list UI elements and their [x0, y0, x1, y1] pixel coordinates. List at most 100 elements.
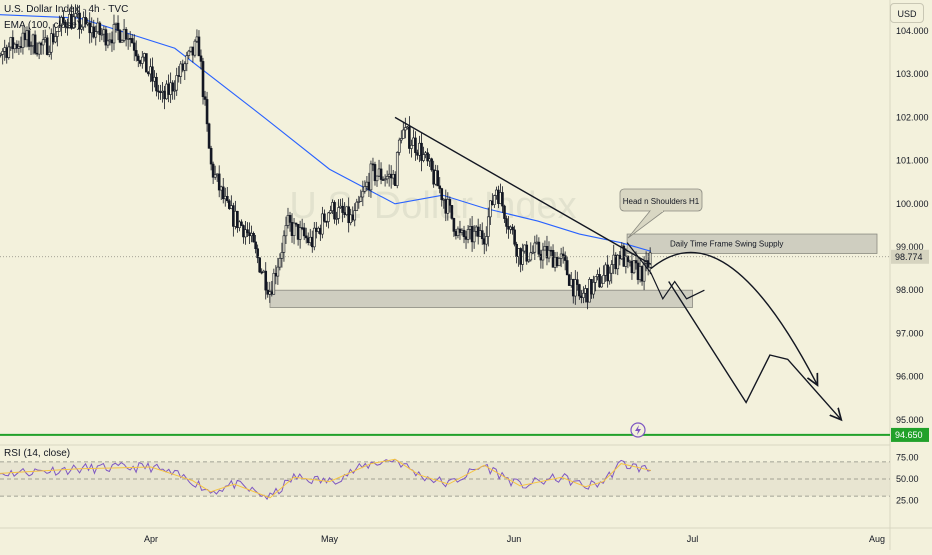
candle: [565, 256, 569, 276]
candle: [527, 259, 531, 263]
candle: [145, 53, 148, 73]
candle: [207, 122, 211, 149]
candle: [323, 209, 326, 223]
rsi-ma-line: [0, 458, 652, 499]
candle: [254, 234, 257, 254]
candle: [29, 41, 33, 56]
candle: [363, 180, 367, 194]
candle: [361, 180, 365, 207]
candle: [576, 271, 579, 291]
candle: [47, 45, 51, 58]
candle: [84, 9, 87, 28]
supply-zone[interactable]: [626, 233, 878, 254]
candle: [201, 57, 205, 105]
candle: [448, 196, 452, 213]
candle: [489, 200, 492, 225]
candle: [246, 222, 249, 238]
time-tick-label: Jun: [507, 534, 522, 544]
rsi-tick-label: 25.00: [896, 495, 919, 505]
rsi-tick-label: 75.00: [896, 453, 919, 463]
candle: [213, 165, 217, 180]
candle: [486, 207, 490, 247]
candle: [503, 204, 506, 223]
candle: [136, 53, 140, 68]
rsi-legend[interactable]: RSI (14, close): [4, 448, 71, 459]
candle: [402, 121, 405, 139]
candle: [422, 146, 425, 163]
ema-legend[interactable]: EMA (100, close): [4, 20, 81, 31]
candle: [7, 42, 11, 60]
trendline[interactable]: [394, 116, 652, 265]
price-tick-label: 98.000: [896, 285, 924, 295]
candle: [205, 91, 209, 132]
projection-path[interactable]: [626, 242, 705, 301]
candle: [298, 220, 302, 249]
candle: [598, 267, 601, 288]
candle: [472, 225, 476, 249]
candle: [209, 145, 213, 171]
time-tick-label: Apr: [144, 534, 158, 544]
price-tick-label: 97.000: [896, 328, 924, 338]
candle: [426, 148, 429, 166]
candle: [450, 205, 454, 220]
candle: [383, 174, 387, 187]
candle: [602, 265, 605, 284]
candle: [64, 19, 67, 33]
candle: [62, 10, 65, 25]
curve-arrow[interactable]: [650, 251, 818, 385]
candle: [258, 257, 261, 273]
candle: [74, 4, 77, 28]
candle: [462, 225, 466, 244]
candle: [493, 194, 496, 208]
zigzag-arrow[interactable]: [668, 281, 842, 420]
candle: [58, 15, 61, 32]
candle: [610, 260, 614, 284]
candle: [329, 205, 332, 214]
lightning-icon[interactable]: [630, 422, 646, 438]
candle: [399, 130, 403, 144]
candle: [321, 206, 324, 239]
candle: [359, 189, 363, 202]
candle: [521, 243, 524, 271]
candle: [440, 187, 444, 207]
candle: [225, 187, 229, 203]
candle: [244, 220, 247, 245]
candle: [155, 72, 158, 97]
candle: [116, 15, 120, 41]
candle: [397, 137, 401, 156]
candle: [280, 242, 284, 268]
candle: [199, 49, 203, 70]
candle: [183, 61, 187, 80]
candle: [446, 192, 450, 221]
candle: [120, 39, 124, 43]
candle: [385, 170, 389, 184]
candle: [404, 117, 407, 139]
candle: [217, 165, 221, 198]
candle: [211, 161, 215, 184]
candle: [578, 283, 581, 300]
support-zone[interactable]: [269, 289, 693, 308]
currency-button[interactable]: USD: [890, 3, 924, 23]
candle: [260, 268, 263, 275]
candle: [436, 165, 440, 187]
candle: [27, 24, 31, 51]
candle: [141, 51, 144, 69]
candle: [592, 275, 595, 299]
candle: [379, 162, 383, 185]
candle: [337, 199, 340, 224]
candle: [72, 7, 75, 29]
candle: [0, 52, 2, 58]
candle: [414, 131, 417, 161]
price-tick-label: 101.000: [896, 156, 929, 166]
price-tick-label: 100.000: [896, 199, 929, 209]
candle: [49, 28, 53, 60]
candle: [561, 246, 565, 264]
candle: [288, 211, 292, 232]
candle: [203, 90, 207, 106]
candle: [395, 151, 399, 189]
watermark: U.S. Dollar Index: [289, 185, 576, 227]
price-tick-label: 96.000: [896, 372, 924, 382]
candle: [541, 242, 545, 269]
candle: [132, 34, 136, 61]
